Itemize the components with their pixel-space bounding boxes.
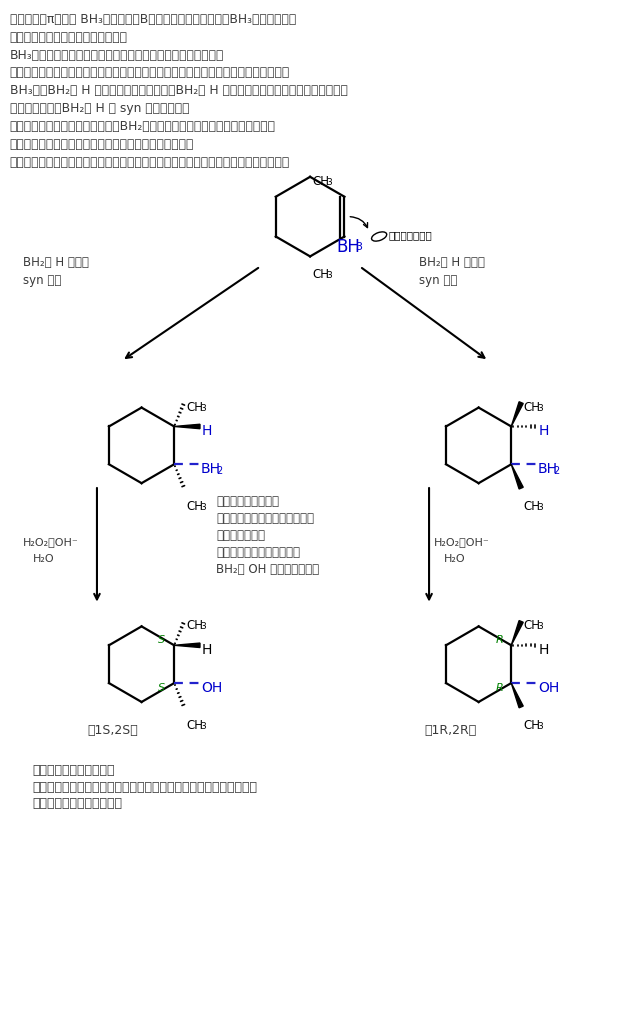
Text: 本問のアルケンからは、: 本問のアルケンからは、 [33, 764, 115, 776]
Text: BH₃が上に付加するのと下に付加するのは平等に起こり得る。: BH₃が上に付加するのと下に付加するのは平等に起こり得る。 [10, 48, 224, 62]
Text: アルカリ性の過酸化水素水溶液: アルカリ性の過酸化水素水溶液 [216, 512, 314, 525]
Text: （1S,2S）: （1S,2S） [87, 724, 138, 736]
Text: 酸化と加水分解が起こり、: 酸化と加水分解が起こり、 [216, 545, 300, 559]
Text: R: R [496, 636, 503, 645]
Polygon shape [511, 402, 523, 426]
Text: R: R [496, 683, 503, 693]
Text: syn 付加: syn 付加 [22, 274, 61, 288]
Text: OH: OH [538, 681, 559, 695]
Text: 3: 3 [537, 503, 542, 512]
Text: 2: 2 [553, 466, 559, 477]
Text: 3: 3 [326, 271, 332, 280]
Polygon shape [511, 620, 523, 645]
Text: H: H [202, 424, 213, 439]
Text: BH₂と H が上に: BH₂と H が上に [22, 257, 89, 269]
Text: BH: BH [201, 462, 221, 477]
Text: 2: 2 [216, 466, 222, 477]
Text: 3: 3 [200, 404, 205, 413]
Text: この時、立体障害を避けるため、BH₂は置換基の少ない方の炭素に付加する。: この時、立体障害を避けるため、BH₂は置換基の少ない方の炭素に付加する。 [10, 120, 275, 134]
Text: （本問のアルケンは、２つの炭素で置換基の数は同じなので、考慮しなくてよい。）: （本問のアルケンは、２つの炭素で置換基の数は同じなので、考慮しなくてよい。） [10, 156, 290, 169]
Text: CH: CH [186, 719, 203, 732]
Text: CH: CH [186, 619, 203, 633]
Text: 3: 3 [355, 242, 362, 253]
Polygon shape [174, 643, 200, 647]
Text: 互いにエナンチオマーの関係にあるものが等量ずつ生成するので、: 互いにエナンチオマーの関係にあるものが等量ずつ生成するので、 [33, 781, 257, 794]
Text: CH: CH [186, 401, 203, 414]
FancyArrowPatch shape [350, 217, 367, 228]
Text: 3: 3 [200, 622, 205, 632]
Text: H₂O₂、OH⁻: H₂O₂、OH⁻ [22, 537, 78, 546]
Text: この時、アルケンの平面に対して、: この時、アルケンの平面に対して、 [10, 31, 128, 43]
Text: CH: CH [312, 268, 329, 281]
Text: 3: 3 [326, 178, 332, 187]
Text: BH: BH [538, 462, 558, 477]
Text: ヒドロホウ素化後、: ヒドロホウ素化後、 [216, 495, 279, 508]
Text: H: H [202, 643, 213, 657]
Text: で処理すると、: で処理すると、 [216, 529, 265, 542]
Text: syn 付加: syn 付加 [419, 274, 458, 288]
Text: 生成物はラセミ体となる。: 生成物はラセミ体となる。 [33, 797, 123, 810]
Text: 3: 3 [537, 722, 542, 731]
Text: アルケンのπ電子が BH₃のホウ素（B）の空軌道に供与され、BH₃が付加する。: アルケンのπ電子が BH₃のホウ素（B）の空軌道に供与され、BH₃が付加する。 [10, 12, 296, 26]
Text: CH: CH [523, 619, 540, 633]
Text: H: H [539, 424, 550, 439]
Text: BH₂と H が下に: BH₂と H が下に [419, 257, 485, 269]
Polygon shape [174, 424, 200, 428]
Text: BH₃は、BH₂と H に分かれて付加するが、BH₂と H がゆるくつながった状態で付加する。: BH₃は、BH₂と H に分かれて付加するが、BH₂と H がゆるくつながった状… [10, 84, 347, 98]
Text: CH: CH [523, 401, 540, 414]
Polygon shape [511, 683, 523, 708]
Text: CH: CH [312, 175, 329, 188]
Polygon shape [511, 464, 523, 489]
Text: 3: 3 [200, 722, 205, 731]
Text: OH: OH [201, 681, 222, 695]
Text: CH: CH [186, 500, 203, 514]
Text: このことから、アルケンの構造によっては、立体異性体が等量で生じることになる。: このことから、アルケンの構造によっては、立体異性体が等量で生じることになる。 [10, 67, 290, 79]
Text: H₂O: H₂O [33, 554, 54, 564]
Text: （1R,2R）: （1R,2R） [424, 724, 476, 736]
Text: このことから、BH₂と H の syn 付加となる。: このことから、BH₂と H の syn 付加となる。 [10, 103, 189, 115]
Text: このことから、主生成物は逆マルコフニコフ型となる。: このことから、主生成物は逆マルコフニコフ型となる。 [10, 138, 194, 151]
Text: BH₂が OH に置換される。: BH₂が OH に置換される。 [216, 563, 319, 576]
Text: 3: 3 [537, 404, 542, 413]
Text: S: S [159, 683, 166, 693]
Text: H₂O: H₂O [444, 554, 465, 564]
Text: CH: CH [523, 500, 540, 514]
Text: S: S [159, 636, 166, 645]
Text: H: H [539, 643, 550, 657]
Text: 3: 3 [537, 622, 542, 632]
Text: CH: CH [523, 719, 540, 732]
Text: ホウ素の空軌道: ホウ素の空軌道 [388, 230, 432, 240]
Text: 3: 3 [200, 503, 205, 512]
Text: BH: BH [336, 238, 360, 257]
Text: H₂O₂、OH⁻: H₂O₂、OH⁻ [434, 537, 490, 546]
